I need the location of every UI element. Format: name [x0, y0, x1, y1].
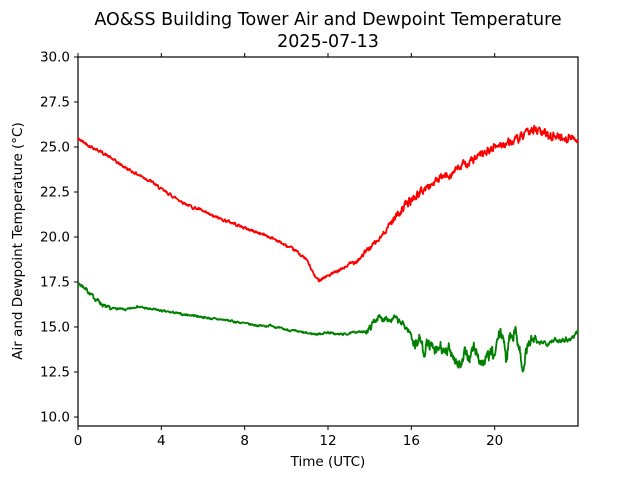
x-axis-label: Time (UTC)	[290, 454, 366, 470]
y-tick-label: 22.5	[40, 185, 70, 201]
y-tick-label: 12.5	[40, 365, 70, 381]
y-tick-label: 27.5	[40, 95, 70, 111]
dewpoint-temperature-line	[77, 282, 579, 373]
x-tick-label: 16	[403, 433, 420, 449]
axes-frame	[77, 56, 579, 427]
air-temperature-line	[77, 124, 579, 283]
y-tick-label: 10.0	[40, 410, 70, 426]
x-tick-label: 8	[240, 433, 249, 449]
y-tick-label: 30.0	[40, 50, 70, 66]
y-tick-label: 25.0	[40, 140, 70, 156]
chart-subtitle: 2025-07-13	[277, 32, 379, 52]
plot-content: 0 4 8 12 16 20 10.0 12.5 15.0 17.5 20.0 22.5 25.0 27.…	[40, 50, 579, 449]
x-tick-label: 12	[319, 433, 336, 449]
y-tick-label: 15.0	[40, 320, 70, 336]
y-tick-label: 17.5	[40, 275, 70, 291]
y-tick-label: 20.0	[40, 230, 70, 246]
chart-title: AO&SS Building Tower Air and Dewpoint Te…	[94, 10, 561, 30]
x-tick-label: 0	[74, 433, 83, 449]
y-axis-label: Air and Dewpoint Temperature (°C)	[10, 122, 26, 360]
x-tick-label: 4	[157, 433, 166, 449]
x-tick-label: 20	[486, 433, 503, 449]
